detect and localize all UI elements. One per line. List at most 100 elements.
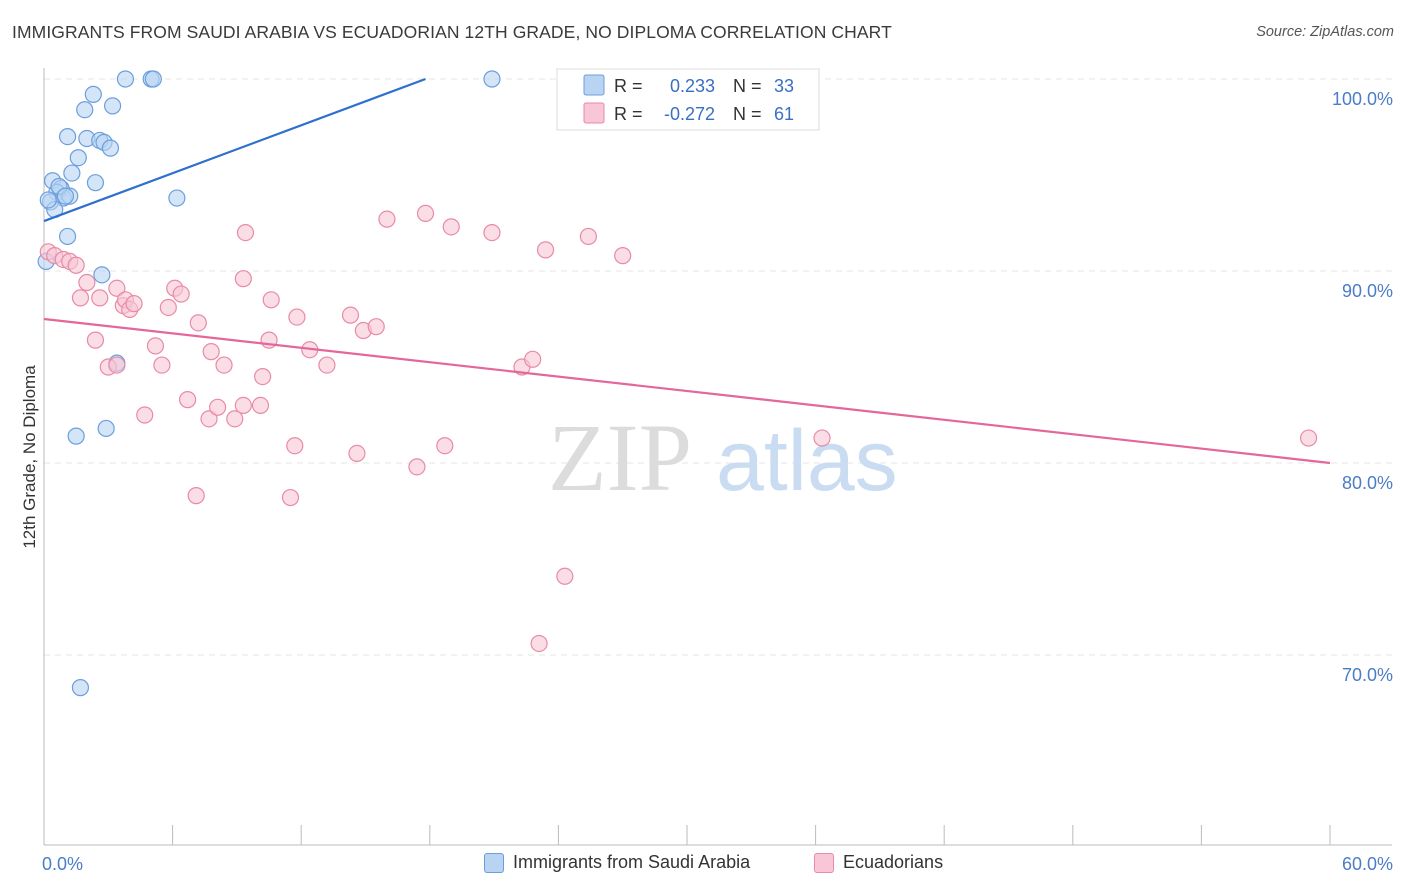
point-ecuadorian (67, 256, 85, 274)
watermark-atlas: atlas (716, 413, 898, 509)
x-tick-label: 60.0% (1342, 854, 1393, 874)
point-saudi-arabia (101, 139, 120, 157)
stats-r-value-1: 0.233 (670, 76, 715, 96)
point-ecuadorian (318, 356, 336, 374)
point-ecuadorian (234, 270, 252, 288)
point-ecuadorian (367, 318, 385, 336)
legend-swatch-pink (814, 852, 834, 873)
point-ecuadorian (483, 224, 501, 242)
point-ecuadorian (813, 429, 831, 447)
legend-label-saudi-arabia: Immigrants from Saudi Arabia (513, 852, 751, 872)
legend-label-ecuadorians: Ecuadorians (843, 852, 944, 872)
point-ecuadorian (442, 218, 460, 236)
chart-source: Source: ZipAtlas.com (1256, 24, 1394, 40)
point-ecuadorian (251, 396, 270, 414)
point-ecuadorian (536, 241, 555, 259)
stats-swatch-blue (583, 74, 605, 96)
point-ecuadorian (579, 227, 598, 246)
legend-item-saudi-arabia: Immigrants from Saudi Arabia (484, 852, 750, 873)
stats-n-label-1: N = (733, 76, 762, 96)
point-ecuadorian (530, 634, 548, 653)
point-ecuadorian (136, 406, 154, 424)
point-saudi-arabia (63, 164, 81, 182)
point-ecuadorian (108, 356, 126, 374)
point-ecuadorian (378, 210, 396, 228)
point-ecuadorian (436, 437, 454, 455)
point-ecuadorian (125, 295, 143, 313)
point-ecuadorian (146, 337, 165, 355)
point-ecuadorian (614, 247, 632, 265)
chart-title: IMMIGRANTS FROM SAUDI ARABIA VS ECUADORI… (12, 22, 892, 42)
stats-n-value-2: 61 (774, 104, 794, 124)
point-ecuadorian (200, 410, 218, 428)
axes: 100.0% 90.0% 80.0% 70.0% 0.0% 60.0% (42, 68, 1393, 874)
point-ecuadorian (416, 204, 435, 222)
y-tick-label: 100.0% (1332, 89, 1393, 109)
point-saudi-arabia (71, 679, 90, 697)
point-ecuadorian (78, 273, 96, 292)
watermark-zip: ZIP (548, 404, 692, 511)
point-ecuadorian (341, 306, 360, 324)
point-saudi-arabia (103, 97, 122, 115)
point-ecuadorian (215, 356, 233, 374)
trend-lines (43, 77, 1331, 465)
point-ecuadorian (281, 488, 300, 507)
point-ecuadorian (524, 350, 542, 368)
point-ecuadorian (236, 224, 255, 242)
point-ecuadorian (108, 279, 126, 297)
data-points (37, 70, 1318, 697)
point-ecuadorian (172, 285, 190, 303)
grid-lines (44, 78, 1392, 656)
stats-box: R = 0.233 N = 33 R = -0.272 N = 61 (556, 68, 820, 131)
watermark: ZIP atlas (548, 404, 898, 511)
point-saudi-arabia (58, 128, 77, 146)
legend-swatch-blue (484, 852, 504, 873)
point-saudi-arabia (84, 85, 102, 103)
point-saudi-arabia (168, 189, 186, 207)
stats-n-value-1: 33 (774, 76, 794, 96)
point-ecuadorian (86, 331, 105, 349)
point-ecuadorian (153, 356, 171, 374)
point-ecuadorian (286, 437, 304, 455)
point-ecuadorian (262, 291, 280, 309)
stats-n-label-2: N = (733, 104, 762, 124)
y-axis-label-group: 12th Grade, No Diploma (20, 365, 39, 549)
point-ecuadorian (71, 289, 90, 307)
point-ecuadorian (189, 314, 207, 332)
point-ecuadorian (187, 487, 205, 505)
point-ecuadorian (159, 298, 177, 317)
point-saudi-arabia (116, 70, 135, 88)
point-ecuadorian (226, 410, 244, 428)
y-axis-label: 12th Grade, No Diploma (20, 365, 39, 549)
stats-r-label-1: R = (614, 76, 643, 96)
point-ecuadorian (288, 308, 306, 326)
point-saudi-arabia (144, 70, 162, 88)
y-tick-label: 90.0% (1342, 281, 1393, 301)
point-saudi-arabia (58, 227, 77, 246)
point-saudi-arabia (69, 149, 87, 167)
x-tick-label: 0.0% (42, 854, 83, 874)
point-saudi-arabia (483, 70, 501, 88)
trend-line-saudi-arabia (43, 77, 426, 223)
y-tick-label: 70.0% (1342, 665, 1393, 685)
stats-r-value-2: -0.272 (664, 104, 715, 124)
point-saudi-arabia (93, 266, 111, 284)
point-ecuadorian (408, 458, 426, 476)
stats-swatch-pink (583, 102, 605, 124)
stats-r-label-2: R = (614, 104, 643, 124)
point-ecuadorian (556, 567, 574, 585)
point-ecuadorian (209, 398, 227, 416)
legend-item-ecuadorians: Ecuadorians (814, 852, 943, 873)
point-ecuadorian (202, 343, 220, 361)
point-saudi-arabia (67, 427, 85, 445)
point-ecuadorian (234, 396, 252, 414)
point-ecuadorian (91, 289, 109, 307)
point-saudi-arabia (76, 101, 94, 119)
point-saudi-arabia (86, 174, 105, 192)
point-ecuadorian (1299, 429, 1318, 447)
point-saudi-arabia (56, 187, 75, 205)
point-ecuadorian (179, 391, 197, 409)
point-saudi-arabia (97, 419, 115, 438)
point-ecuadorian (348, 444, 366, 462)
